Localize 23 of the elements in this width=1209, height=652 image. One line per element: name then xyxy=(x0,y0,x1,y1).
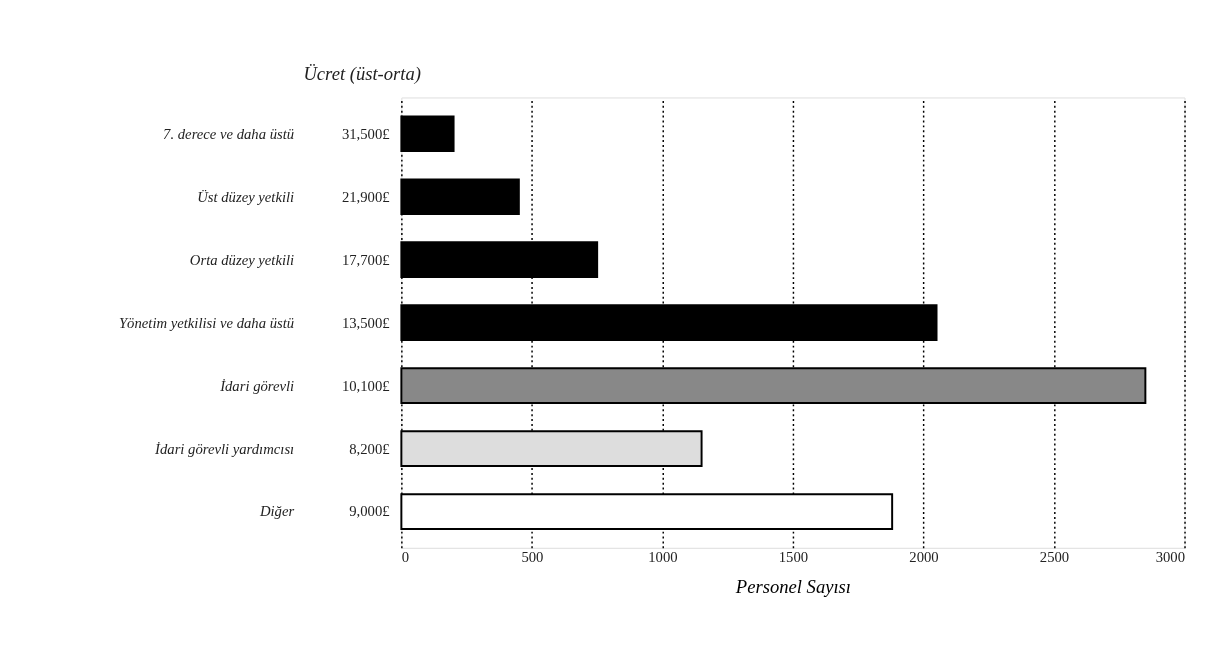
y-tick-label: 7. derece ve daha üstü xyxy=(163,125,295,142)
x-tick-label: 1000 xyxy=(648,549,678,566)
text: 9,000£ xyxy=(349,503,390,520)
text: 8,200£ xyxy=(349,440,390,457)
x-tick-label: 3000 xyxy=(1155,549,1186,566)
y-tick-label: Üst düzey yetkili xyxy=(197,188,295,205)
y-tick-label: İdari görevli xyxy=(219,377,295,394)
x-tick-label: 0 xyxy=(401,549,410,566)
y-tick-label: Diğer xyxy=(258,503,295,520)
y-tick-label: İdari görevli yardımcısı xyxy=(154,440,295,457)
x-tick-label: 2000 xyxy=(909,549,939,566)
y-tick-label: Yönetim yetkilisi ve daha üstü xyxy=(118,314,295,331)
text: 31,500£ xyxy=(341,125,390,142)
x-tick-label: 500 xyxy=(521,549,544,566)
text: 13,500£ xyxy=(341,314,390,331)
text: 21,900£ xyxy=(341,188,390,205)
x-axis-title: Personel Sayısı xyxy=(734,576,852,598)
chart-title: Ücret (üst-orta) xyxy=(303,62,421,85)
x-tick-label: 1500 xyxy=(778,549,809,566)
text: 10,100£ xyxy=(341,377,390,394)
x-tick-label: 2500 xyxy=(1039,549,1070,566)
y-tick-label: Orta düzey yetkili xyxy=(189,251,295,268)
text: 17,700£ xyxy=(341,251,390,268)
